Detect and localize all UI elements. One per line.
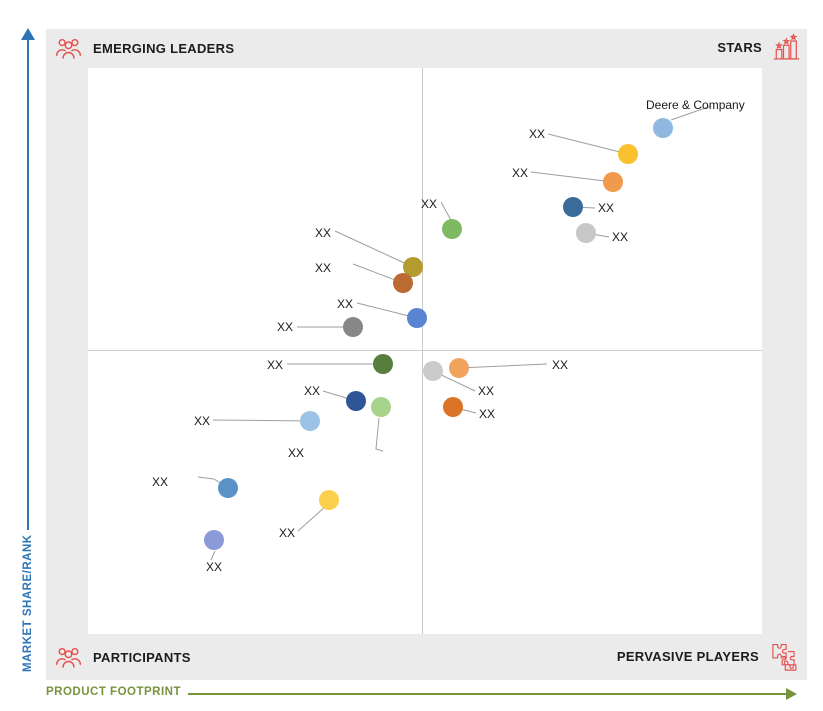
data-point[interactable] — [423, 361, 443, 381]
data-point[interactable] — [204, 530, 224, 550]
people-group-icon — [54, 642, 83, 672]
data-point[interactable] — [218, 478, 238, 498]
stars-bar-chart-icon — [772, 32, 801, 62]
y-axis-arrow-icon — [21, 28, 35, 40]
data-point[interactable] — [653, 118, 673, 138]
data-point[interactable] — [563, 197, 583, 217]
x-axis-line — [188, 693, 786, 695]
data-point[interactable] — [373, 354, 393, 374]
quadrant-horizontal-divider — [88, 350, 762, 351]
quadrant-label-emerging-leaders: EMERGING LEADERS — [54, 33, 234, 63]
quadrant-title: PARTICIPANTS — [93, 649, 191, 665]
data-point[interactable] — [300, 411, 320, 431]
data-point[interactable] — [442, 219, 462, 239]
data-point[interactable] — [443, 397, 463, 417]
x-axis-label: PRODUCT FOOTPRINT — [46, 686, 181, 698]
y-axis-label: MARKET SHARE/RANK — [22, 534, 34, 672]
data-point[interactable] — [343, 317, 363, 337]
quadrant-label-stars: STARS — [717, 32, 801, 62]
data-point[interactable] — [403, 257, 423, 277]
data-point[interactable] — [407, 308, 427, 328]
quadrant-vertical-divider — [422, 68, 423, 634]
data-point[interactable] — [618, 144, 638, 164]
data-point[interactable] — [449, 358, 469, 378]
puzzle-pieces-icon — [769, 641, 798, 671]
data-point[interactable] — [371, 397, 391, 417]
data-point[interactable] — [346, 391, 366, 411]
quadrant-label-pervasive-players: PERVASIVE PLAYERS — [617, 641, 798, 671]
quadrant-title: EMERGING LEADERS — [93, 40, 235, 56]
plot-area — [88, 68, 762, 634]
quadrant-label-participants: PARTICIPANTS — [54, 642, 191, 672]
data-point[interactable] — [603, 172, 623, 192]
quadrant-title: STARS — [717, 39, 762, 55]
data-point[interactable] — [576, 223, 596, 243]
people-group-icon — [54, 33, 83, 63]
quadrant-title: PERVASIVE PLAYERS — [616, 648, 759, 664]
data-point[interactable] — [393, 273, 413, 293]
x-axis-arrow-icon — [786, 688, 797, 700]
data-point[interactable] — [319, 490, 339, 510]
y-axis-line — [27, 40, 29, 530]
